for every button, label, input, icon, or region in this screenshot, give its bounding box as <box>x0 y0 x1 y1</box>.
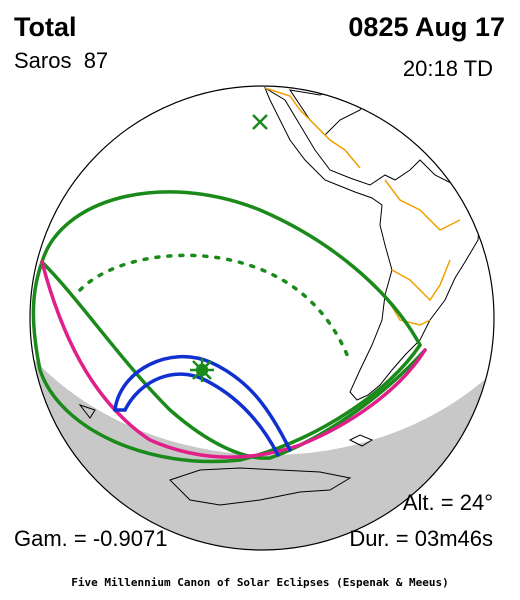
eclipse-date: 0825 Aug 17 <box>348 12 505 42</box>
max-eclipse-track <box>78 253 352 364</box>
saros: Saros 87 <box>14 48 108 73</box>
eclipse-type: Total <box>14 12 77 42</box>
rise-limit <box>40 260 427 459</box>
borders <box>264 87 461 326</box>
duration: Dur. = 03m46s <box>349 526 493 551</box>
footer: Five Millennium Canon of Solar Eclipses … <box>71 576 449 589</box>
globe <box>29 85 495 551</box>
penumbra-limit <box>31 190 423 464</box>
subsolar-marker <box>252 114 268 130</box>
time: 20:18 TD <box>403 56 493 81</box>
greatest-eclipse-marker <box>190 358 214 382</box>
totality-limit <box>123 372 280 457</box>
penumbra-limit <box>40 260 427 460</box>
gamma: Gam. = -0.9071 <box>14 526 167 551</box>
altitude: Alt. = 24° <box>403 490 493 515</box>
